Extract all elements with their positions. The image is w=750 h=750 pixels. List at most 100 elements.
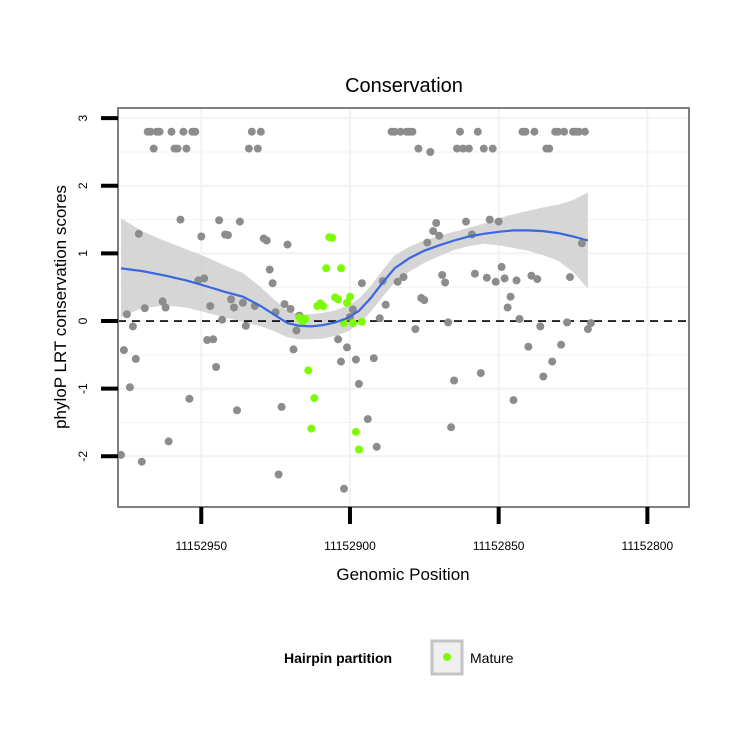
other-point-49 (262, 236, 271, 245)
other-point-75 (381, 300, 390, 309)
other-point-56 (283, 240, 292, 249)
mature-point-19 (351, 427, 360, 436)
other-point-85 (414, 144, 423, 153)
other-point-32 (212, 363, 221, 371)
mature-point-13 (334, 295, 343, 304)
other-point-108 (482, 273, 491, 282)
other-point-51 (268, 279, 277, 288)
other-point-115 (503, 303, 512, 312)
other-point-105 (473, 127, 482, 136)
other-point-38 (230, 303, 238, 312)
other-point-17 (167, 127, 176, 136)
plot-border (117, 107, 690, 508)
y-axis: -2 -1 0 1 2 3 (76, 114, 118, 462)
other-point-39 (233, 406, 241, 415)
other-point-92 (435, 231, 444, 240)
other-point-73 (375, 314, 384, 323)
y-tick-label-4: 2 (76, 182, 90, 189)
other-point-140 (577, 239, 586, 248)
other-point-4 (128, 322, 137, 331)
mature-point-20 (354, 445, 363, 454)
other-point-80 (399, 273, 408, 282)
other-point-77 (390, 127, 399, 136)
mature-point-18 (348, 319, 357, 328)
y-tick-label-0: -2 (76, 451, 90, 462)
other-point-93 (438, 271, 447, 279)
other-point-50 (265, 265, 274, 274)
other-point-117 (509, 396, 518, 405)
other-point-5 (131, 354, 140, 363)
other-point-116 (506, 292, 515, 301)
other-point-33 (215, 216, 224, 225)
y-tick-label-1: -1 (76, 383, 90, 394)
other-point-96 (447, 423, 456, 432)
other-point-6 (134, 229, 143, 238)
other-point-89 (426, 148, 435, 156)
legend-mature-dot (443, 653, 451, 661)
other-point-30 (206, 302, 215, 311)
other-point-127 (539, 372, 548, 381)
other-point-46 (253, 144, 262, 153)
y-tick-label-5: 3 (76, 114, 90, 121)
mature-point-5 (310, 394, 319, 403)
other-point-109 (485, 215, 494, 224)
other-point-139 (575, 127, 583, 136)
other-point-84 (411, 325, 420, 334)
other-point-124 (530, 127, 539, 136)
other-point-79 (396, 127, 405, 136)
other-point-118 (512, 276, 521, 285)
other-point-132 (554, 127, 563, 136)
other-point-143 (586, 319, 595, 328)
grid-lines (118, 108, 689, 507)
other-point-97 (450, 376, 459, 385)
other-point-107 (479, 144, 488, 153)
other-point-101 (462, 217, 470, 226)
chart-title: Conservation (345, 75, 463, 97)
smooth-line (120, 229, 589, 328)
other-point-129 (545, 144, 554, 153)
y-axis-title: phyloP LRT conservation scores (51, 185, 70, 429)
other-point-41 (238, 298, 247, 307)
other-point-55 (280, 300, 289, 309)
other-point-44 (247, 127, 256, 136)
x-tick-label-3: 11152800 (622, 539, 674, 553)
other-point-113 (497, 262, 506, 271)
other-point-64 (343, 343, 351, 352)
other-point-102 (464, 144, 473, 153)
other-point-15 (161, 303, 170, 312)
mature-point-17 (346, 292, 354, 301)
other-point-29 (203, 336, 212, 344)
y-tick-label-2: 0 (76, 317, 90, 324)
mature-points-layer (295, 233, 366, 454)
other-point-31 (209, 335, 218, 344)
other-point-111 (491, 277, 500, 286)
mature-point-11 (328, 233, 337, 242)
mature-point-9 (322, 264, 331, 273)
other-point-122 (524, 342, 533, 351)
mature-point-2 (301, 315, 310, 323)
other-point-57 (286, 304, 295, 313)
mature-point-14 (337, 264, 345, 273)
other-point-19 (173, 144, 182, 153)
other-point-110 (488, 144, 497, 153)
other-point-66 (348, 305, 357, 314)
other-point-88 (423, 238, 432, 247)
other-point-136 (566, 273, 574, 282)
other-point-114 (500, 274, 509, 283)
other-point-106 (476, 369, 485, 378)
other-point-99 (456, 127, 464, 136)
other-point-54 (277, 402, 286, 411)
other-point-100 (459, 144, 467, 153)
other-point-78 (393, 277, 402, 286)
other-point-69 (357, 279, 366, 288)
other-point-95 (444, 318, 453, 327)
x-axis-title: Genomic Position (336, 565, 469, 584)
other-point-37 (227, 295, 235, 304)
other-point-68 (354, 379, 363, 388)
other-point-16 (164, 437, 173, 446)
other-point-142 (583, 325, 592, 334)
other-point-25 (191, 127, 200, 136)
other-point-121 (521, 127, 530, 136)
other-point-133 (557, 340, 566, 349)
other-point-62 (337, 357, 345, 366)
